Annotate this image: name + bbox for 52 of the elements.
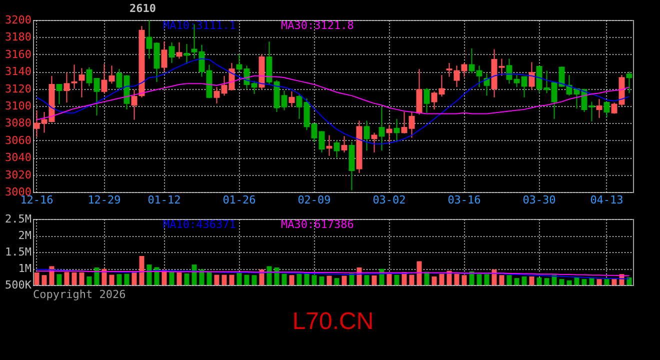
y-tick-label: 2M (18, 229, 32, 242)
candlestick (626, 71, 632, 94)
x-tick-label: 12-29 (88, 194, 121, 206)
candlestick (604, 102, 610, 118)
candlestick (161, 41, 168, 72)
candlestick (176, 42, 182, 60)
candlestick (371, 132, 378, 153)
text: L70.CN (292, 308, 374, 335)
x-tick-label: 01-26 (222, 194, 256, 206)
y-tick-label: 3180 (5, 30, 32, 44)
x-tick-label: 02-09 (298, 194, 331, 206)
y-tick-label: 3080 (5, 116, 32, 130)
y-tick-label: 3020 (5, 168, 32, 182)
y-tick-label: 500K (5, 278, 32, 292)
x-tick-label: 03-30 (522, 194, 556, 206)
y-tick-label: 3040 (5, 151, 32, 164)
candlestick (78, 68, 85, 98)
candlestick (386, 124, 392, 144)
candlestick (326, 134, 332, 156)
text: MA30:3121.8 (281, 19, 354, 32)
candlestick (484, 72, 490, 96)
y-tick-label: 1M (18, 262, 32, 275)
candlestick (334, 140, 340, 158)
text: MA10:436371 (163, 218, 236, 231)
candlestick (184, 44, 190, 64)
text: Copyright 2026 (33, 288, 126, 301)
candlestick (56, 84, 62, 105)
x-tick-label: 03-16 (448, 194, 481, 206)
candlestick (424, 87, 430, 114)
y-tick-label: 3060 (5, 134, 32, 147)
candlestick (341, 136, 348, 153)
y-tick-label: 3200 (5, 14, 32, 26)
y-tick-label: 3140 (5, 65, 32, 78)
candlestick (131, 89, 138, 120)
candlestick (378, 106, 385, 152)
candlestick (364, 120, 370, 152)
candlestick (528, 62, 535, 90)
y-tick-label: 1.5M (5, 246, 32, 258)
candlestick (168, 42, 175, 64)
y-tick-label: 2.5M (5, 212, 32, 226)
text: MA30:617386 (281, 218, 354, 231)
candlestick (394, 118, 400, 143)
x-tick-label: 03-02 (372, 194, 406, 206)
y-tick-label: 3160 (5, 48, 32, 61)
y-tick-label: 3120 (5, 82, 32, 96)
candlestick (596, 98, 602, 119)
x-tick-label: 04-13 (590, 194, 624, 206)
candlestick (416, 68, 422, 116)
chart-title: 2610 (130, 2, 156, 15)
y-tick-label: 3100 (5, 100, 32, 112)
x-tick-label: 01-12 (148, 194, 181, 206)
candlestick (288, 90, 295, 108)
